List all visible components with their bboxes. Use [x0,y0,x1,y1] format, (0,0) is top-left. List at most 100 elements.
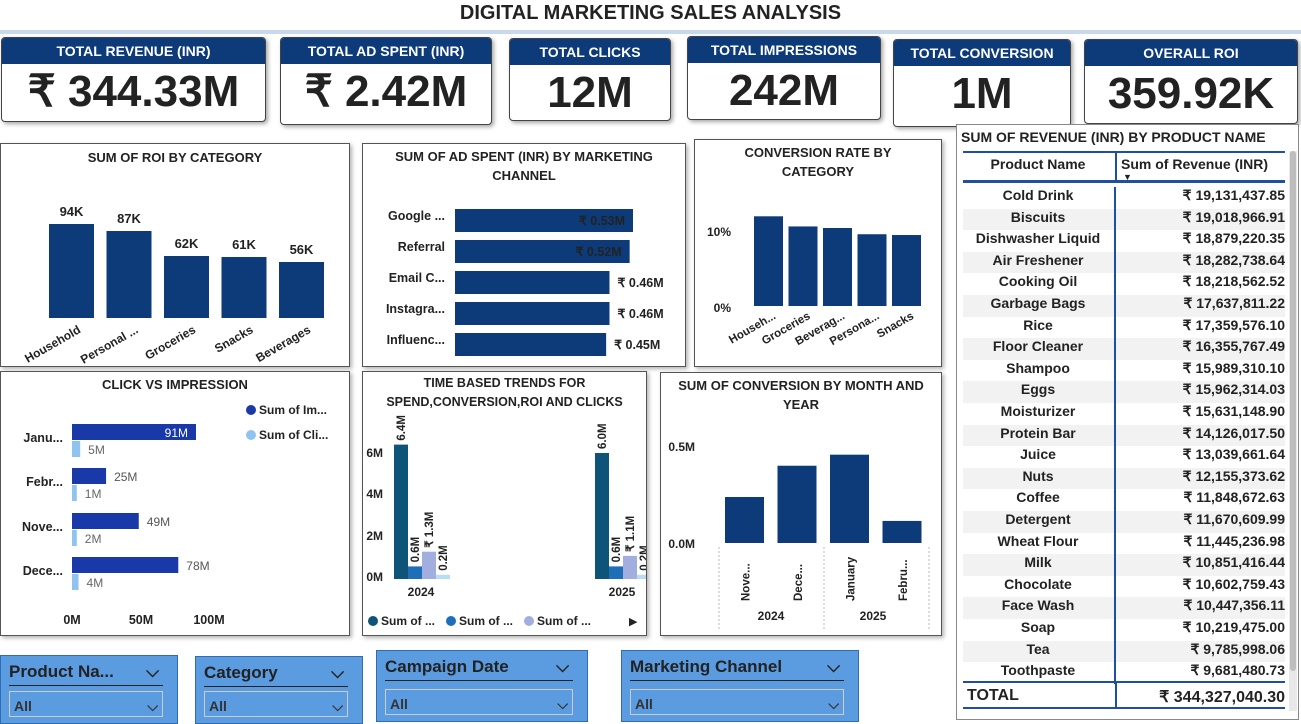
category-label: Dece... [793,564,805,601]
product-name-cell: Detergent [1005,511,1071,527]
y-tick-label: 2M [366,529,383,543]
table-row[interactable]: Protein Bar ₹ 14,126,017.50 [963,424,1285,447]
kpi-total-impressions[interactable]: TOTAL IMPRESSIONS 242M [687,36,881,120]
revenue-cell: ₹ 16,355,767.49 [1182,338,1285,355]
data-label: 61K [232,237,256,252]
table-row[interactable]: Juice ₹ 13,039,661.64 [963,446,1285,468]
conversion-by-month-chart[interactable]: SUM OF CONVERSION BY MONTH AND YEAR 0.5M… [660,372,942,636]
table-row[interactable]: Cooking Oil ₹ 18,218,562.52 [963,273,1285,295]
column-header-revenue[interactable]: Sum of Revenue (INR) [1121,156,1269,172]
table-row[interactable]: Shampoo ₹ 15,989,310.10 [963,359,1285,382]
data-label: 56K [290,242,314,257]
table-row[interactable]: Air Freshener ₹ 18,282,738.64 [963,251,1285,274]
slicer-campaign-date[interactable]: Campaign Date ⌵ All ⌵ [376,650,588,722]
kpi-total-conversion[interactable]: TOTAL CONVERSION 1M [893,39,1071,127]
table-row[interactable]: Milk ₹ 10,851,416.44 [963,554,1285,576]
data-label: 78M [186,559,209,573]
bar [408,566,422,579]
data-label: 62K [175,236,199,251]
table-row[interactable]: Wheat Flour ₹ 11,445,236.98 [963,532,1285,555]
table-row[interactable]: Face Wash ₹ 10,447,356.11 [963,597,1285,619]
slicer-category[interactable]: Category ⌵ All ⌵ [195,656,363,724]
y-tick-label: 10% [707,225,731,239]
chevron-down-icon[interactable]: ⌵ [147,698,158,714]
roi-by-category-chart[interactable]: SUM OF ROI BY CATEGORY 94K Household 87K Pe… [0,143,350,367]
scrollbar-thumb[interactable] [1290,151,1296,671]
chevron-down-icon[interactable]: ⌵ [332,698,343,714]
product-name-cell: Cold Drink [1002,187,1074,203]
data-label: 6.4M [396,415,408,441]
chevron-down-icon[interactable]: ⌵ [828,696,839,712]
total-label: TOTAL [967,687,1019,704]
data-label: 0.6M [410,537,422,563]
chevron-down-icon[interactable]: ⌵ [331,663,344,682]
table-row[interactable]: Tea ₹ 9,785,998.06 [963,640,1285,663]
kpi-overall-roi[interactable]: OVERALL ROI 359.92K [1084,39,1298,124]
table-row[interactable]: Soap ₹ 10,219,475.00 [963,619,1285,641]
ad-spent-by-channel-plot: Google ... ₹ 0.53M Referral ₹ 0.52M Email C.… [386,209,664,356]
click-vs-impression-chart[interactable]: CLICK VS IMPRESSION Sum of Im... Sum of C… [0,371,350,636]
table-row[interactable]: Coffee ₹ 11,848,672.63 [963,489,1285,511]
slicer-value: All [209,698,227,714]
sort-desc-icon[interactable]: ▼ [1123,172,1132,182]
column-divider [1114,662,1116,684]
table-row[interactable]: Moisturizer ₹ 15,631,148.90 [963,403,1285,425]
legend-marker [446,616,456,626]
chevron-down-icon[interactable]: ⌵ [827,657,840,676]
table-row[interactable]: Dishwasher Liquid ₹ 18,879,220.35 [963,230,1285,252]
table-row[interactable]: Cold Drink ₹ 19,131,437.85 [963,187,1285,209]
slicer-dropdown[interactable]: All ⌵ [385,689,573,715]
column-header-product[interactable]: Product Name [990,156,1086,172]
time-trends-chart[interactable]: TIME BASED TRENDS FOR SPEND,CONVERSION,R… [362,371,647,636]
revenue-cell: ₹ 10,602,759.43 [1182,575,1285,592]
table-row[interactable]: Toothpaste ₹ 9,681,480.73 [963,662,1285,684]
revenue-cell: ₹ 18,879,220.35 [1182,230,1285,247]
bar [830,454,869,543]
table-row[interactable]: Chocolate ₹ 10,602,759.43 [963,575,1285,598]
chevron-down-icon[interactable]: ⌵ [146,662,159,681]
table-row[interactable]: Nuts ₹ 12,155,373.62 [963,467,1285,490]
click-bar [72,530,77,546]
kpi-total-clicks[interactable]: TOTAL CLICKS 12M [509,38,671,121]
slicer-dropdown[interactable]: All ⌵ [9,691,163,717]
conversion-rate-by-category-chart[interactable]: CONVERSION RATE BY CATEGORY 10% 0% Househ.… [694,139,942,367]
chart-title: TIME BASED TRENDS FOR SPEND,CONVERSION,R… [386,376,623,409]
category-label: Nove... [741,563,753,601]
table-row[interactable]: Detergent ₹ 11,670,609.99 [963,511,1285,533]
revenue-cell: ₹ 12,155,373.62 [1182,467,1285,484]
table-row[interactable]: Garbage Bags ₹ 17,637,811.22 [963,295,1285,317]
category-label: Febru... [898,559,910,601]
impression-bar [72,424,196,440]
ad-spent-by-channel-chart[interactable]: SUM OF AD SPENT (INR) BY MARKETING CHANN… [362,143,686,367]
data-label: ₹ 0.45M [614,338,660,352]
category-label: Instagra... [386,302,445,316]
slicer-label: Marketing Channel ⌵ [630,657,844,681]
chevron-down-icon[interactable]: ⌵ [557,696,568,712]
column-divider [1114,187,1116,209]
table-row[interactable]: Floor Cleaner ₹ 16,355,767.49 [963,338,1285,360]
revenue-cell: ₹ 9,681,480.73 [1190,662,1285,679]
data-label: 2M [85,532,102,546]
kpi-total-ad-spent[interactable]: TOTAL AD SPENT (INR) ₹ 2.42M [280,37,492,125]
table-row[interactable]: Biscuits ₹ 19,018,966.91 [963,208,1285,231]
bar [595,453,609,579]
slicer-dropdown[interactable]: All ⌵ [630,689,844,715]
revenue-by-product-table[interactable]: SUM OF REVENUE (INR) BY PRODUCT NAME Pro… [956,124,1299,720]
legend-marker [524,616,534,626]
kpi-value: 1M [951,69,1013,118]
revenue-cell: ₹ 19,018,966.91 [1182,208,1285,225]
bar [436,574,450,579]
slicer-product-name[interactable]: Product Na... ⌵ All ⌵ [0,655,178,724]
column-divider [1114,381,1116,403]
slicer-value: All [390,696,408,712]
product-name-cell: Eggs [1020,381,1056,398]
y-tick-label: 6M [366,446,383,460]
slicer-dropdown[interactable]: All ⌵ [204,691,348,717]
table-scrollbar[interactable] [1289,151,1297,711]
chevron-down-icon[interactable]: ⌵ [556,657,569,676]
slicer-marketing-channel[interactable]: Marketing Channel ⌵ All ⌵ [621,650,859,722]
table-row[interactable]: Rice ₹ 17,359,576.10 [963,316,1285,339]
column-divider [1114,230,1116,252]
table-row[interactable]: Eggs ₹ 15,962,314.03 [963,381,1285,403]
kpi-total-revenue[interactable]: TOTAL REVENUE (INR) ₹ 344.33M [1,37,266,122]
